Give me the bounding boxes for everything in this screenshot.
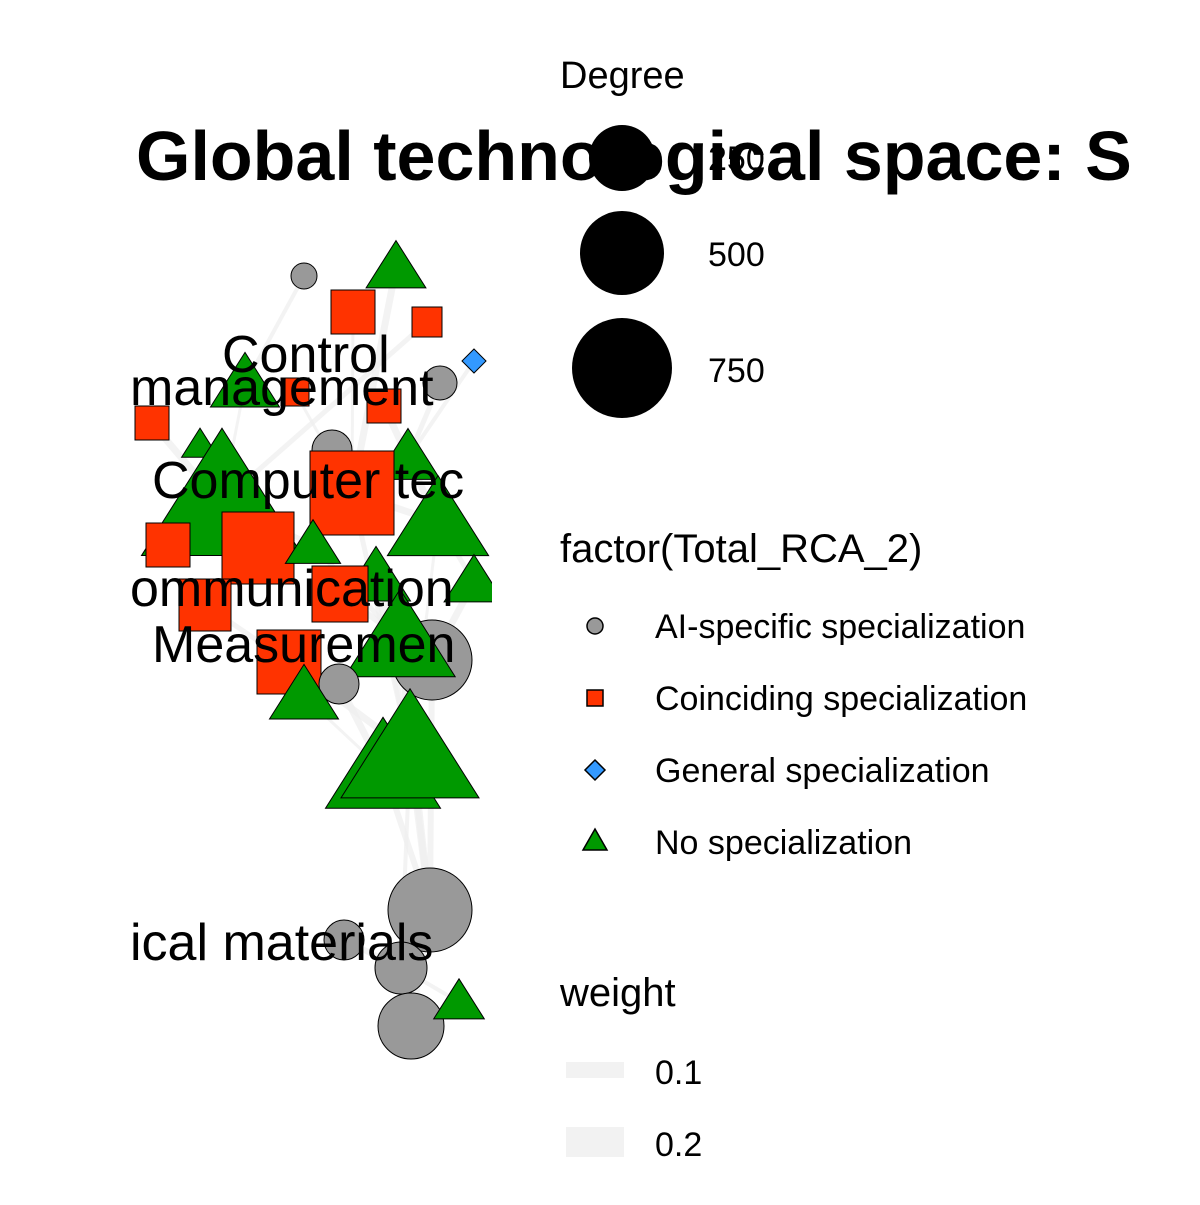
legend-degree-title: Degree	[560, 55, 685, 97]
legend-key-none	[581, 827, 609, 851]
node-coinciding	[280, 377, 310, 407]
node-label-computer-technology: Computer tec	[152, 452, 464, 510]
node-coinciding	[411, 306, 443, 338]
node-ai-specific	[422, 365, 458, 401]
network-panel: Control management Computer tec ommunica…	[130, 239, 492, 1060]
legend-specialization: factor(Total_RCA_2) AI-specific speciali…	[560, 527, 1027, 862]
node-label-optical-materials: ical materials	[130, 914, 433, 972]
node-no-specialization	[209, 351, 281, 408]
network-edge	[220, 320, 429, 504]
node-ai-specific	[318, 663, 360, 705]
node-label-control: Control	[222, 326, 390, 384]
legend-weight-label-0-1: 0.1	[655, 1054, 702, 1092]
node-ai-specific	[290, 262, 318, 290]
node-layer	[134, 239, 492, 1060]
node-coinciding	[178, 578, 232, 632]
node-no-specialization	[340, 687, 480, 799]
legend-weight-key-0-2	[566, 1127, 624, 1157]
legend-degree-label-750: 750	[708, 352, 765, 390]
node-coinciding	[134, 405, 170, 441]
legend-key-general	[583, 758, 607, 782]
network-edge	[243, 275, 306, 385]
legend-label-coinciding: Coinciding specialization	[655, 680, 1027, 718]
node-no-specialization	[443, 553, 492, 603]
legend-degree-label-250: 250	[708, 140, 765, 178]
node-coinciding	[311, 565, 369, 623]
legend-label-general: General specialization	[655, 752, 990, 790]
node-ai-specific	[374, 941, 428, 995]
legend-degree-key-750	[572, 318, 672, 418]
node-coinciding	[145, 522, 191, 568]
network-edge	[406, 359, 476, 460]
node-no-specialization	[432, 977, 486, 1020]
node-general	[461, 348, 487, 374]
legend-label-ai-specific: AI-specific specialization	[655, 608, 1025, 646]
legend-key-ai-specific	[586, 617, 604, 635]
legend-weight-title: weight	[559, 971, 676, 1015]
node-coinciding	[366, 388, 402, 424]
node-label-measurement: Measuremen	[152, 616, 455, 674]
node-no-specialization	[343, 588, 457, 678]
legend-weight-key-0-1	[566, 1062, 624, 1078]
legend-degree-key-500	[580, 211, 664, 295]
node-ai-specific	[377, 992, 445, 1060]
node-ai-specific	[323, 919, 365, 961]
legend-degree-key-250	[589, 125, 655, 191]
legend-degree-label-500: 500	[708, 236, 765, 274]
node-coinciding	[330, 289, 376, 335]
node-no-specialization	[386, 474, 490, 557]
legend-degree: Degree 250 500 750	[560, 55, 765, 418]
node-ai-specific	[387, 867, 473, 953]
node-label-management: management	[130, 359, 434, 417]
node-coinciding	[221, 511, 295, 585]
node-label-layer: Control management Computer tec ommunica…	[130, 326, 464, 972]
node-no-specialization	[365, 239, 427, 289]
legend-label-none: No specialization	[655, 824, 912, 862]
plot-title: Global technological space: S	[136, 117, 1132, 195]
legend-weight: weight 0.1 0.2	[559, 971, 702, 1164]
node-no-specialization	[268, 663, 340, 720]
node-coinciding	[309, 450, 395, 536]
legend-specialization-title: factor(Total_RCA_2)	[560, 527, 922, 571]
node-label-communication: ommunication	[130, 560, 454, 618]
legend-key-coinciding	[586, 689, 604, 707]
node-no-specialization	[284, 518, 342, 564]
legend-weight-label-0-2: 0.2	[655, 1126, 702, 1164]
